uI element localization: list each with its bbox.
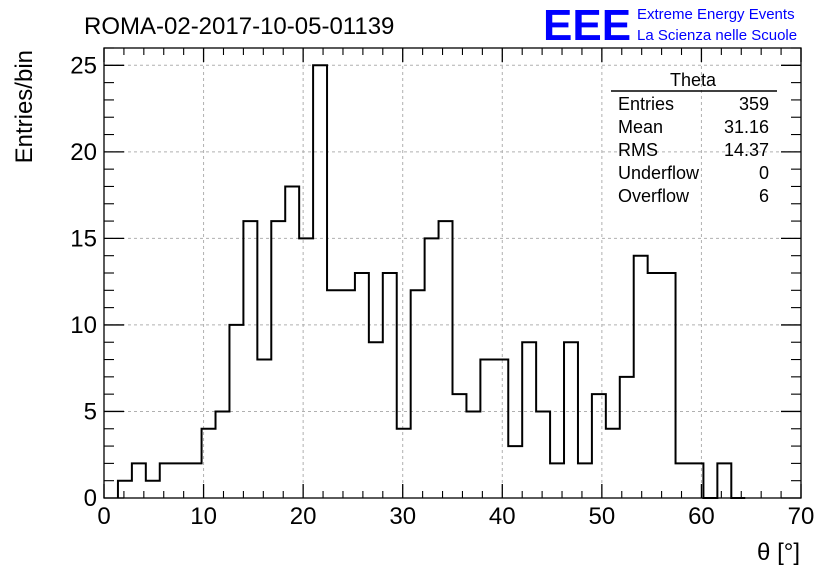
histogram-bin	[453, 394, 467, 498]
histogram-bin	[271, 221, 285, 498]
histogram-bin	[313, 65, 327, 498]
histogram-bin	[466, 411, 480, 498]
histogram-bin	[620, 377, 634, 498]
branding-line-1: Extreme Energy Events	[637, 6, 795, 23]
histogram-bin	[299, 238, 313, 498]
histogram-bin	[662, 273, 676, 498]
stats-row-value: 0	[759, 163, 769, 183]
histogram-bin	[243, 221, 257, 498]
stats-row-value: 6	[759, 186, 769, 206]
histogram-bin	[216, 411, 230, 498]
chart-title: ROMA-02-2017-10-05-01139	[84, 13, 394, 40]
stats-row-label: Overflow	[618, 186, 690, 206]
histogram-bin	[648, 273, 662, 498]
y-axis-label: Entries/bin	[11, 50, 38, 163]
x-tick-label: 60	[688, 503, 715, 530]
y-tick-label: 5	[84, 398, 97, 425]
histogram-bin	[717, 463, 731, 498]
x-tick-label: 10	[190, 503, 217, 530]
histogram-bin	[118, 481, 132, 498]
histogram-bin	[480, 360, 494, 498]
histogram-bin	[634, 256, 648, 498]
stats-row-label: Entries	[618, 94, 674, 114]
stats-rows: Entries 359 Mean 31.16 RMS 14.37 Underflow 0 Ove…	[618, 94, 769, 206]
stats-row-label: Underflow	[618, 163, 700, 183]
histogram-bin	[578, 463, 592, 498]
y-tick-label: 25	[70, 52, 97, 79]
y-tick-label: 10	[70, 312, 97, 339]
histogram-bin	[508, 446, 522, 498]
stats-row-label: Mean	[618, 117, 663, 137]
branding-line-2: La Scienza nelle Scuole	[637, 27, 797, 44]
y-tick-label: 0	[84, 485, 97, 512]
stats-row-value: 359	[739, 94, 769, 114]
eee-branding: EEE Extreme Energy Events La Scienza nel…	[543, 1, 797, 50]
histogram-bin	[439, 221, 453, 498]
histogram-bin	[285, 186, 299, 498]
x-tick-label: 70	[788, 503, 815, 530]
histogram-bin	[425, 238, 439, 498]
x-tick-label: 20	[290, 503, 317, 530]
histogram-bin	[383, 273, 397, 498]
stats-title: Theta	[670, 70, 717, 90]
histogram-bin	[327, 290, 341, 498]
x-tick-label: 30	[389, 503, 416, 530]
histogram-bin	[494, 360, 508, 498]
stats-row-label: RMS	[618, 140, 658, 160]
histogram-bin	[606, 429, 620, 498]
histogram-bin	[257, 360, 271, 498]
histogram-bin	[676, 463, 690, 498]
histogram-bin	[160, 463, 174, 498]
y-tick-label: 20	[70, 139, 97, 166]
x-tick-label: 0	[97, 503, 110, 530]
x-tick-label: 40	[489, 503, 516, 530]
y-tick-label: 15	[70, 225, 97, 252]
stats-box: Theta Entries 359 Mean 31.16 RMS 14.37 Underfl…	[611, 70, 777, 206]
histogram-bin	[369, 342, 383, 498]
histogram-layer	[116, 64, 746, 499]
histogram-bin	[355, 273, 369, 498]
histogram-outline	[116, 64, 746, 499]
histogram-bin	[174, 463, 188, 498]
stats-row-value: 31.16	[724, 117, 769, 137]
histogram-bin	[397, 429, 411, 498]
eee-logo: EEE	[543, 1, 631, 50]
histogram-bin	[411, 290, 425, 498]
x-tick-label: 50	[589, 503, 616, 530]
histogram-bin	[188, 463, 202, 498]
histogram-bin	[146, 481, 160, 498]
histogram-bin	[341, 290, 355, 498]
histogram-bin	[522, 342, 536, 498]
stats-row-value: 14.37	[724, 140, 769, 160]
histogram-bin	[564, 342, 578, 498]
x-axis-label: θ [°]	[757, 539, 800, 566]
histogram-bin	[536, 411, 550, 498]
histogram-bin	[592, 394, 606, 498]
